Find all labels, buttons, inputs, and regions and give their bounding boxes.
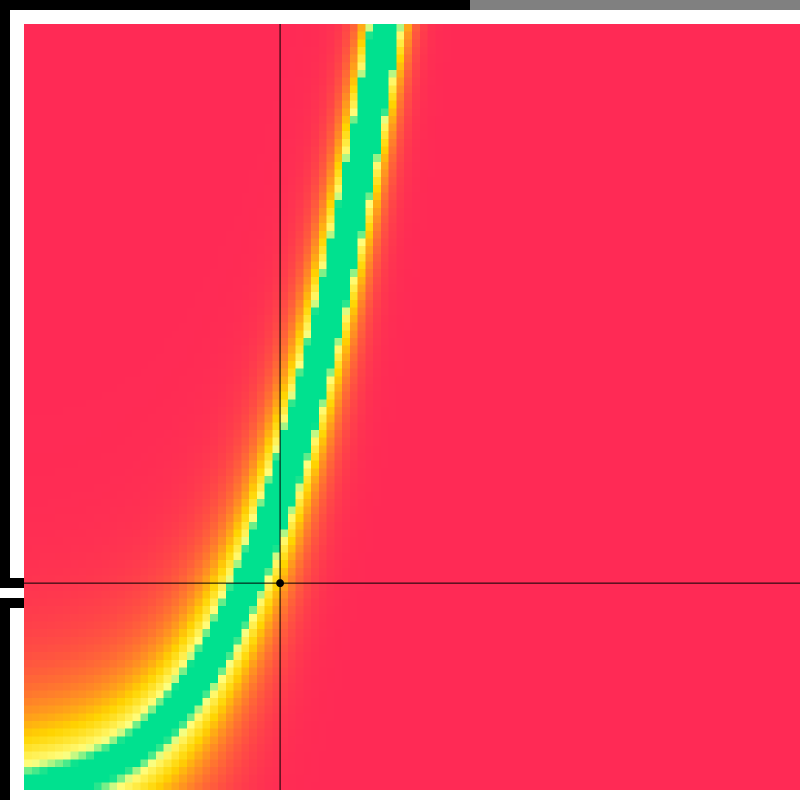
frame-bar-left-upper <box>0 10 10 578</box>
frame-bar-top-left <box>0 0 470 10</box>
frame-bar-left-lower <box>0 608 10 800</box>
frame-bar-left-mid-b <box>0 598 24 608</box>
frame-bar-top-right <box>470 0 800 10</box>
heatmap-plot <box>24 24 800 790</box>
frame-bar-left-mid-a <box>0 578 24 588</box>
